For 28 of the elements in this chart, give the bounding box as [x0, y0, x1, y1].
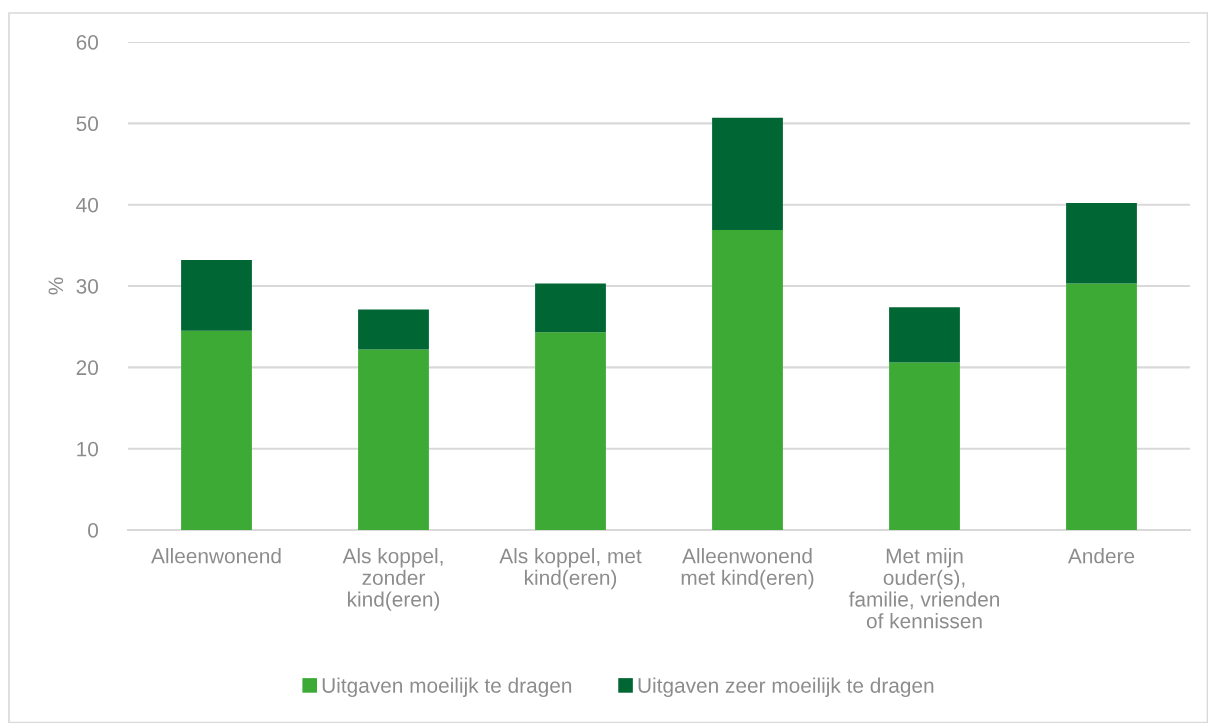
bar [1066, 283, 1137, 530]
y-tick-label: 40 [76, 197, 99, 213]
y-tick-label: 60 [76, 35, 99, 50]
x-tick-label: Alleenwonend met kind(eren) [681, 548, 814, 590]
y-tick-label: 30 [76, 279, 99, 294]
bar [535, 283, 606, 333]
y-tick-label: 20 [76, 360, 99, 376]
bar [889, 362, 960, 530]
bar [712, 229, 783, 530]
bar [1066, 203, 1137, 284]
x-tick-label: Andere [1067, 548, 1135, 564]
legend-label: Uitgaven zeer moeilijk te dragen [638, 677, 934, 698]
x-tick-label: Als koppel, zonder kind(eren) [342, 548, 443, 611]
bar [358, 309, 429, 350]
y-tick-label: 10 [77, 441, 99, 457]
bar [712, 117, 783, 230]
y-tick-label: 0 [88, 523, 99, 538]
legend-label: Uitgaven moeilijk te dragen [322, 677, 572, 698]
x-tick-label: Als koppel, met kind(eren) [499, 548, 642, 590]
bar [535, 332, 606, 530]
bar [181, 330, 252, 530]
y-tick-label: 50 [76, 116, 99, 132]
bar [889, 307, 960, 363]
bar [181, 259, 252, 331]
y-axis-title: % [48, 277, 64, 295]
x-tick-label: Alleenwonend [151, 548, 281, 564]
bar [358, 349, 429, 530]
x-tick-label: Met mijn ouder(s), familie, vrienden of kennissen [848, 548, 999, 629]
